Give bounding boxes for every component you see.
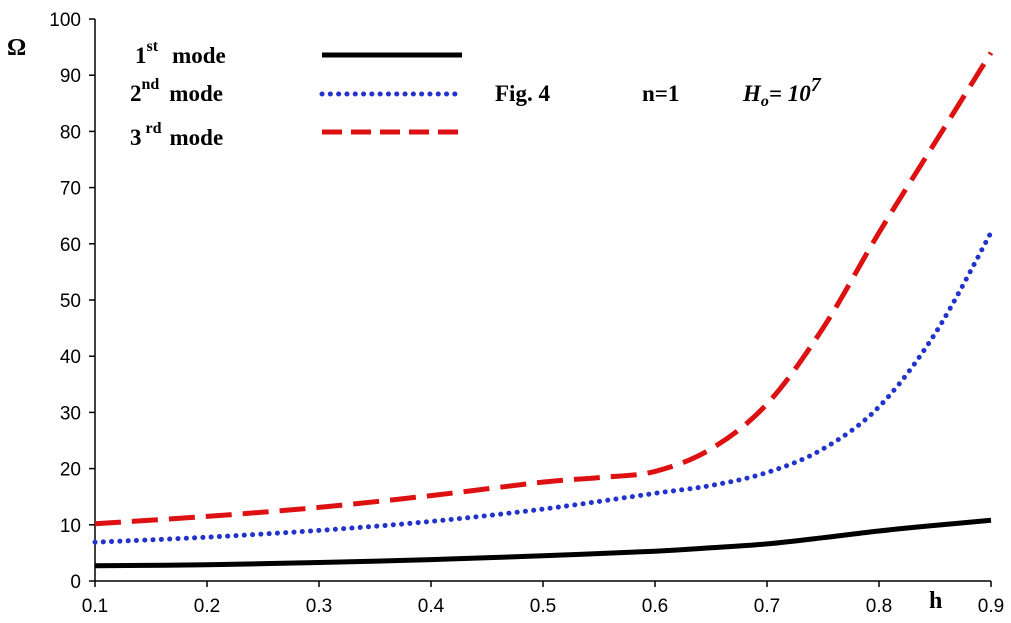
x-tick-label: 0.3 bbox=[306, 596, 332, 617]
x-tick-label: 0.4 bbox=[418, 596, 445, 617]
y-tick-label: 50 bbox=[60, 291, 81, 312]
ho-label: Ho= 107 bbox=[742, 74, 822, 110]
ho-eq: = 10 bbox=[769, 81, 811, 106]
legend-sup-1: st bbox=[147, 38, 159, 55]
y-tick-label: 90 bbox=[60, 66, 81, 87]
x-tick-label: 0.6 bbox=[642, 596, 668, 617]
x-ticks: 0.1 0.2 0.3 0.4 0.5 0.6 0.7 0.8 0.9 bbox=[82, 581, 1004, 617]
legend-word-3: mode bbox=[170, 125, 224, 150]
y-ticks: 0 10 20 30 40 50 60 70 80 90 100 bbox=[49, 10, 95, 593]
x-tick-label: 0.9 bbox=[978, 596, 1004, 617]
series-layer bbox=[92, 51, 994, 569]
legend-word-2: mode bbox=[169, 81, 223, 106]
y-tick-label: 20 bbox=[60, 460, 81, 481]
legend-sup-2: nd bbox=[142, 76, 160, 93]
fig-label: Fig. 4 bbox=[495, 81, 550, 106]
y-tick-label: 30 bbox=[60, 403, 81, 424]
y-tick-label: 60 bbox=[60, 235, 81, 256]
legend-item-2nd-mode: 2nd mode bbox=[130, 76, 465, 106]
series-line-1st-mode bbox=[94, 517, 992, 569]
legend-sup-3: rd bbox=[146, 120, 162, 137]
y-tick-label: 80 bbox=[60, 122, 81, 143]
y-tick-label: 100 bbox=[49, 10, 81, 31]
x-tick-label: 0.7 bbox=[754, 596, 780, 617]
legend-num-3: 3 bbox=[130, 125, 142, 150]
y-axis-label: Ω bbox=[7, 35, 26, 61]
legend-word-1: mode bbox=[172, 43, 226, 68]
x-axis-label: h bbox=[929, 588, 942, 614]
y-tick-label: 40 bbox=[60, 347, 81, 368]
ho-exp: 7 bbox=[811, 74, 822, 96]
y-tick-label: 0 bbox=[70, 572, 81, 593]
legend-num-1: 1 bbox=[135, 43, 147, 68]
y-tick-label: 70 bbox=[60, 179, 81, 200]
series-line-3rd-mode bbox=[94, 51, 994, 527]
y-tick-label: 10 bbox=[60, 516, 81, 537]
legend-item-1st-mode: 1st mode bbox=[135, 38, 462, 68]
x-tick-label: 0.1 bbox=[82, 596, 108, 617]
x-tick-label: 0.5 bbox=[530, 596, 556, 617]
legend-num-2: 2 bbox=[130, 81, 142, 106]
series-line-2nd-mode bbox=[92, 230, 994, 545]
n-label: n=1 bbox=[642, 81, 679, 106]
annotations: Fig. 4 n=1 Ho= 107 bbox=[495, 74, 822, 110]
x-tick-label: 0.8 bbox=[866, 596, 892, 617]
ho-main: H bbox=[742, 81, 762, 106]
x-tick-label: 0.2 bbox=[194, 596, 220, 617]
ho-sub: o bbox=[761, 93, 769, 110]
